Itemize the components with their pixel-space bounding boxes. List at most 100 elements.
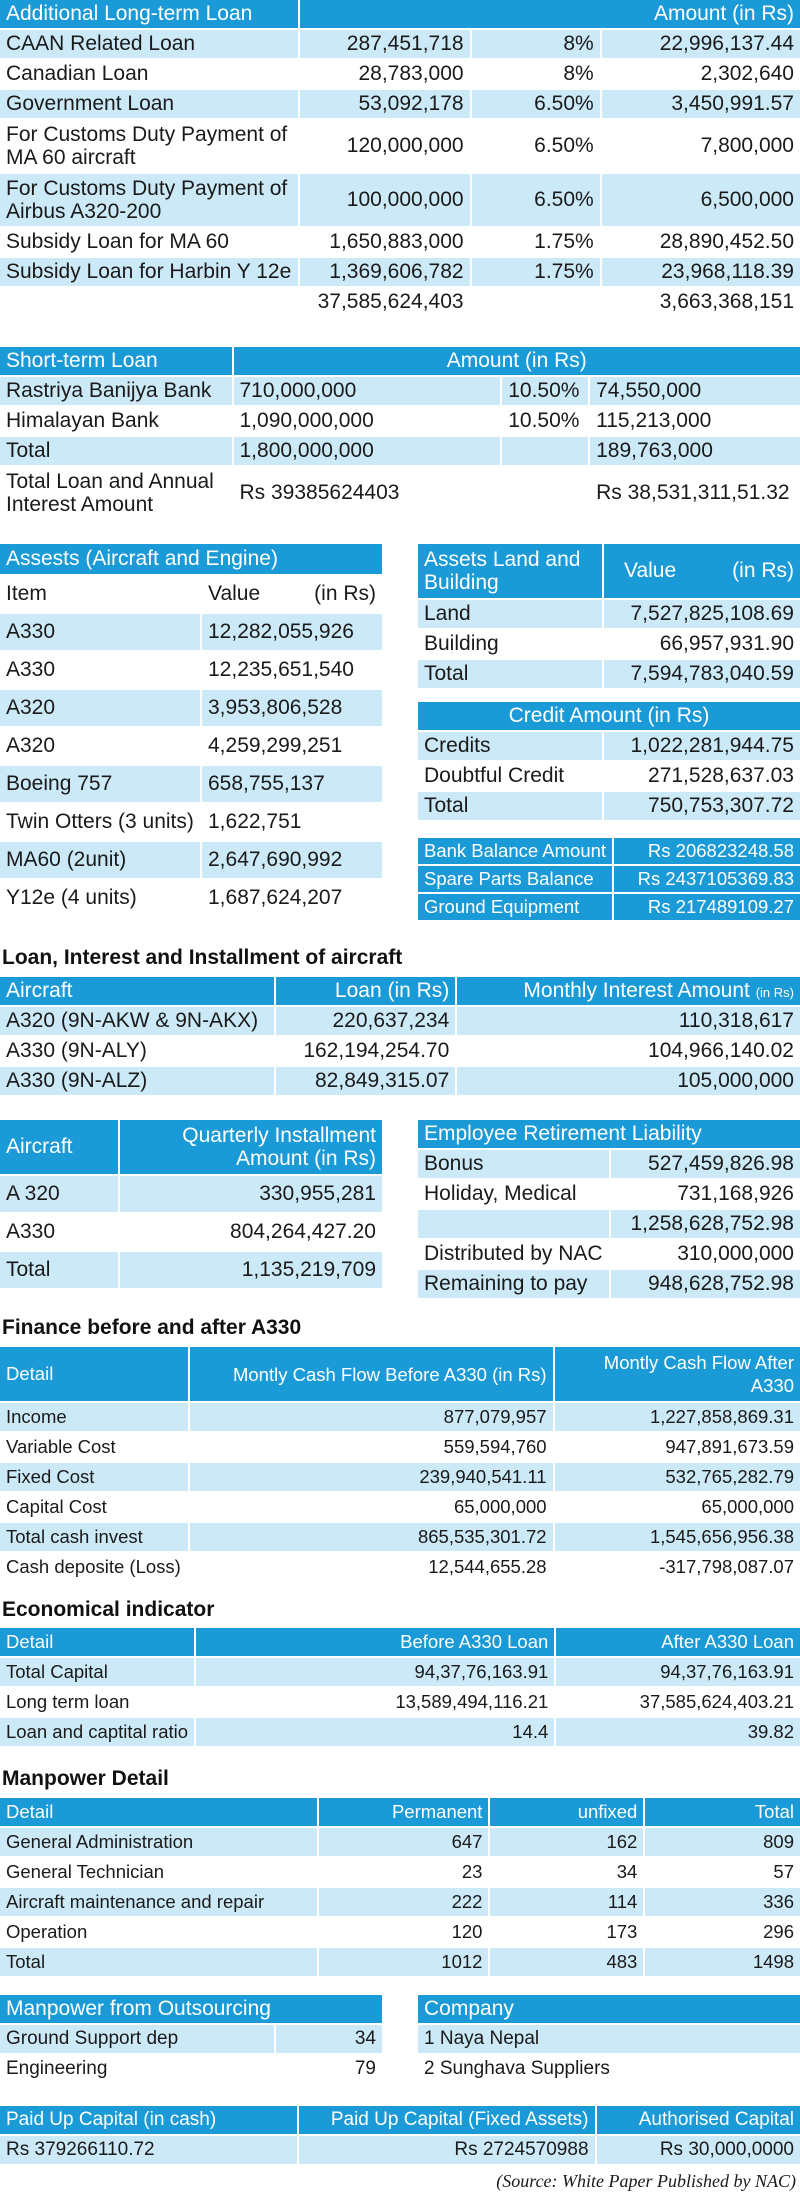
assets-land-value-header: Value (in Rs) xyxy=(604,544,800,598)
assets-land-title: Assets Land and Building xyxy=(424,548,581,594)
asset-item: Boeing 757 xyxy=(6,772,113,795)
credit-table: Credit Amount (in Rs) Credits 1,022,281,9… xyxy=(416,700,800,822)
land-item: Total xyxy=(424,662,469,685)
asset-item: A330 xyxy=(6,620,56,643)
loan-amount: 53,092,178 xyxy=(358,92,464,115)
bank-amount: 1,090,000,000 xyxy=(239,409,374,432)
asset-value: 4,259,299,251 xyxy=(208,734,343,757)
additional-loan-table: Additional Long-term Loan Amount (in Rs)… xyxy=(0,0,800,318)
assets-land-table: Assets Land and Building Value (in Rs) La… xyxy=(416,542,800,690)
outsourcing-item: Engineering xyxy=(6,2058,108,2079)
bank-rate: 10.50% xyxy=(508,409,580,432)
finance-item: Variable Cost xyxy=(6,1436,116,1457)
finance-before: 559,594,760 xyxy=(443,1436,547,1457)
retirement-value: 1,258,628,752.98 xyxy=(630,1212,795,1235)
bank-amount: 710,000,000 xyxy=(239,379,357,402)
economic-before-header: Before A330 Loan xyxy=(400,1631,549,1652)
loan-name xyxy=(0,288,298,316)
aircraft-loan: 82,849,315.07 xyxy=(315,1069,450,1092)
manpower-unfixed: 34 xyxy=(616,1861,638,1882)
loan-rate: 1.75% xyxy=(534,230,594,253)
capital-fixed-header: Paid Up Capital (Fixed Assets) xyxy=(330,2109,589,2130)
balance-value: Rs 217489109.27 xyxy=(647,896,794,917)
manpower-item: Aircraft maintenance and repair xyxy=(6,1891,265,1912)
loan-rate: 8% xyxy=(563,32,594,55)
manpower-total: 336 xyxy=(763,1891,794,1912)
loan-amount: 287,451,718 xyxy=(346,32,464,55)
retirement-title: Employee Retirement Liability xyxy=(424,1122,702,1145)
capital-cash-header: Paid Up Capital (in cash) xyxy=(6,2109,217,2130)
short-term-title: Short-term Loan xyxy=(6,349,158,372)
total-loan-interest: Rs 38,531,311,51.32 xyxy=(596,481,790,504)
asset-item: Y12e (4 units) xyxy=(6,886,137,909)
land-item: Land xyxy=(424,602,471,625)
aircraft-interest: 110,318,617 xyxy=(678,1009,794,1032)
installment-amount: 804,264,427.20 xyxy=(230,1220,376,1243)
retirement-table: Employee Retirement Liability Bonus 527,4… xyxy=(416,1118,800,1300)
finance-before: 865,535,301.72 xyxy=(417,1526,547,1547)
monthly-interest-unit: (in Rs) xyxy=(755,985,794,1000)
economic-before: 94,37,76,163.91 xyxy=(414,1661,549,1682)
finance-item: Total cash invest xyxy=(6,1526,143,1547)
loan-total-interest: 3,663,368,151 xyxy=(659,290,794,313)
retirement-value: 731,168,926 xyxy=(677,1182,794,1205)
company-item: 1 Naya Nepal xyxy=(424,2028,540,2049)
retirement-value: 527,459,826.98 xyxy=(648,1152,794,1175)
monthly-interest-label: Monthly Interest Amount xyxy=(523,979,750,1002)
bank-name: Himalayan Bank xyxy=(6,409,159,432)
manpower-unfixed: 114 xyxy=(607,1891,638,1912)
credit-item: Credits xyxy=(424,734,491,757)
retirement-item: Remaining to pay xyxy=(424,1272,588,1295)
manpower-permanent-header: Permanent xyxy=(391,1801,483,1822)
capital-authorised-value: Rs 30,000,0000 xyxy=(659,2139,794,2160)
aircraft-interest: 105,000,000 xyxy=(677,1069,794,1092)
loan-amount: 1,650,883,000 xyxy=(329,230,464,253)
total-loan-label: Total Loan and Annual Interest Amount xyxy=(6,470,214,516)
aircraft-name: A330 (9N-ALY) xyxy=(6,1039,147,1062)
manpower-permanent: 222 xyxy=(451,1891,483,1912)
manpower-section-title: Manpower Detail xyxy=(2,1767,169,1790)
capital-authorised-header: Authorised Capital xyxy=(638,2109,794,2130)
finance-before: 12,544,655.28 xyxy=(428,1556,547,1577)
credit-item: Total xyxy=(424,794,469,817)
finance-table: Detail Montly Cash Flow Before A330 (in … xyxy=(0,1345,800,1583)
balance-label: Ground Equipment xyxy=(424,896,580,917)
loan-total-amount: 37,585,624,403 xyxy=(317,290,464,313)
capital-cash-value: Rs 379266110.72 xyxy=(6,2139,155,2160)
land-item: Building xyxy=(424,632,499,655)
loan-name: Subsidy Loan for Harbin Y 12e xyxy=(6,260,292,283)
manpower-item: General Administration xyxy=(6,1831,194,1852)
retirement-value: 310,000,000 xyxy=(677,1242,794,1265)
manpower-unfixed-header: unfixed xyxy=(577,1801,638,1822)
installment-amount-header: Quarterly Installment Amount (in Rs) xyxy=(182,1124,376,1170)
finance-item: Fixed Cost xyxy=(6,1466,95,1487)
loan-amount: 1,369,606,782 xyxy=(329,260,464,283)
land-value: 66,957,931.90 xyxy=(659,632,794,655)
loan-name: CAAN Related Loan xyxy=(6,32,196,55)
manpower-unfixed: 173 xyxy=(606,1921,638,1942)
bank-rate: 10.50% xyxy=(508,379,580,402)
loan-header: Loan (in Rs) xyxy=(334,979,450,1002)
manpower-item: Total xyxy=(6,1951,46,1972)
retirement-value: 948,628,752.98 xyxy=(648,1272,794,1295)
aircraft-interest: 104,966,140.02 xyxy=(648,1039,794,1062)
loan-interest: 3,450,991.57 xyxy=(671,92,794,115)
aircraft-loan: 162,194,254.70 xyxy=(303,1039,450,1062)
economic-after: 37,585,624,403.21 xyxy=(639,1691,794,1712)
bank-name: Total xyxy=(6,439,51,462)
manpower-total: 809 xyxy=(763,1831,794,1852)
outsourcing-table: Manpower from Outsourcing Ground Support… xyxy=(0,1993,384,2085)
installment-aircraft: Total xyxy=(6,1258,51,1281)
credit-value: 1,022,281,944.75 xyxy=(630,734,795,757)
aircraft-name: A330 (9N-ALZ) xyxy=(6,1069,148,1092)
loan-rate: 6.50% xyxy=(534,188,594,211)
credit-value: 271,528,637.03 xyxy=(648,764,794,787)
short-term-amount-header: Amount (in Rs) xyxy=(446,349,587,372)
bank-rate xyxy=(502,437,588,465)
asset-item: MA60 (2unit) xyxy=(6,848,127,871)
loan-name: Subsidy Loan for MA 60 xyxy=(6,230,229,253)
asset-item: A330 xyxy=(6,658,56,681)
retirement-item: Bonus xyxy=(424,1152,484,1175)
asset-value: 12,235,651,540 xyxy=(208,658,354,681)
credit-title: Credit Amount (in Rs) xyxy=(508,704,710,727)
